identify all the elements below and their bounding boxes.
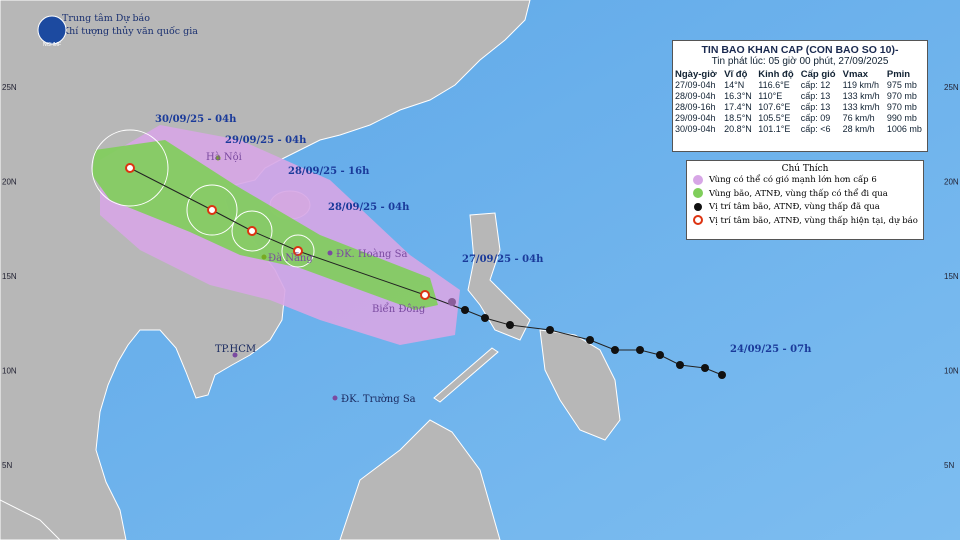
table-cell: cấp: 12: [800, 80, 831, 90]
lat-label: 15N: [944, 272, 959, 281]
table-cell: 105.5°E: [758, 113, 791, 123]
table-row: 29/09-04h 18.5°N 105.5°E cấp: 09 76 km/h 990 …: [673, 113, 927, 124]
table-cell: 76 km/h: [842, 113, 875, 123]
place-dots: [215, 155, 338, 401]
table-row: 28/09-16h 17.4°N 107.6°E cấp: 13 133 km/h 970…: [673, 102, 927, 113]
legend-item: Vùng có thể có gió mạnh lớn hơn cấp 6: [709, 175, 877, 185]
table-cell: 133 km/h: [842, 102, 880, 112]
table-cell: 101.1°E: [758, 124, 791, 134]
table-cell: 133 km/h: [842, 91, 880, 101]
legend-icon: [694, 203, 702, 211]
legend-item: Vị trí tâm bão, ATNĐ, vùng thấp đã qua: [709, 202, 880, 212]
lat-label: 15N: [2, 272, 17, 281]
legend-item: Vùng bão, ATNĐ, vùng thấp có thể đi qua: [709, 188, 888, 199]
lat-label: 20N: [2, 178, 17, 187]
place-label: Đà Nẵng: [268, 252, 313, 264]
table-cell: 975 mb: [886, 80, 917, 90]
legend-title: Chú Thích: [781, 164, 829, 174]
time-label: 24/09/25 - 07h: [730, 344, 812, 355]
table-cell: 107.6°E: [758, 102, 791, 112]
legend-icon: [693, 215, 703, 225]
lat-label: 10N: [2, 367, 17, 376]
table-cell: 30/09-04h: [675, 124, 716, 134]
place-label: ĐK. Hoàng Sa: [336, 249, 407, 260]
lat-label: 25N: [944, 83, 959, 92]
time-label: 28/09/25 - 16h: [288, 166, 370, 177]
info-issued: Tin phát lúc: 05 giờ 00 phút, 27/09/2025: [711, 56, 889, 67]
time-label: 28/09/25 - 04h: [328, 202, 410, 213]
place-label: Hà Nội: [206, 152, 242, 163]
table-cell: 27/09-04h: [675, 80, 716, 90]
table-cell: cấp: 09: [800, 113, 831, 123]
place-label: TP.HCM: [215, 344, 256, 355]
table-cell: 119 km/h: [842, 80, 879, 90]
lat-label: 20N: [944, 178, 959, 187]
table-cell: cấp: 13: [800, 102, 831, 112]
header: Trung tâm Dự báo Khí tượng thủy văn quốc…: [62, 12, 198, 38]
time-label: 30/09/25 - 04h: [155, 114, 237, 125]
time-label: 27/09/25 - 04h: [462, 254, 544, 265]
table-cell: cấp: 13: [800, 91, 831, 101]
table-cell: 970 mb: [886, 102, 917, 112]
column-header: Pmin: [886, 69, 911, 80]
cone: [92, 140, 438, 310]
track: [129, 167, 723, 376]
table-cell: 29/09-04h: [675, 113, 716, 123]
table-row: 27/09-04h 14°N 116.6°E cấp: 12 119 km/h 975 m…: [673, 80, 927, 91]
column-header: Kinh độ: [758, 69, 794, 80]
lat-label: 5N: [944, 461, 954, 470]
column-header: Ngày-giờ: [675, 69, 717, 80]
table-cell: 970 mb: [886, 91, 917, 101]
forecast-positions: [125, 163, 430, 300]
legend-icon: [693, 175, 703, 185]
table-cell: 16.3°N: [724, 91, 752, 101]
table-cell: 17.4°N: [724, 102, 752, 112]
column-header: Vĩ độ: [724, 69, 748, 80]
place-label: Biển Đông: [372, 303, 426, 315]
table-cell: 18.5°N: [724, 113, 752, 123]
lat-label: 10N: [944, 367, 959, 376]
legend-item: Vị trí tâm bão, ATNĐ, vùng thấp hiện tại…: [709, 215, 918, 226]
column-header: Vmax: [842, 69, 868, 80]
legend: Chú Thích Vùng có thể có gió mạnh lớn hơ…: [686, 160, 924, 240]
table-cell: 1006 mb: [886, 124, 922, 134]
past-positions: [448, 298, 726, 379]
legend-icon: [693, 188, 703, 198]
table-row: 30/09-04h 20.8°N 101.1°E cấp: <6 28 km/h 1006…: [673, 124, 927, 135]
column-header: Cấp gió: [800, 69, 836, 80]
uncertainty-circles: [91, 129, 315, 268]
header-line: Khí tượng thủy văn quốc gia: [62, 26, 198, 37]
info-box: TIN BAO KHAN CAP (CON BAO SO 10)- Tin ph…: [672, 40, 928, 152]
table-cell: cấp: <6: [800, 124, 831, 134]
info-title: TIN BAO KHAN CAP (CON BAO SO 10)-: [701, 44, 899, 56]
table-cell: 116.6°E: [758, 80, 790, 90]
header-line: Trung tâm Dự báo: [62, 13, 150, 24]
table-cell: 28/09-16h: [675, 102, 716, 112]
table-cell: 28/09-04h: [675, 91, 716, 101]
time-label: 29/09/25 - 04h: [225, 135, 307, 146]
table-cell: 990 mb: [886, 113, 917, 123]
table-cell: 110°E: [758, 91, 783, 101]
lat-label: 25N: [2, 83, 17, 92]
lat-label: 5N: [2, 461, 12, 470]
place-label: ĐK. Trường Sa: [341, 394, 416, 405]
info-table: Ngày-giờ Vĩ độ Kinh độ Cấp gió Vmax Pmin 27/09…: [673, 69, 927, 135]
table-cell: 14°N: [724, 80, 745, 90]
table-cell: 28 km/h: [842, 124, 875, 134]
table-cell: 20.8°N: [724, 124, 752, 134]
table-row: 28/09-04h 16.3°N 110°E cấp: 13 133 km/h 970 m…: [673, 91, 927, 102]
legend-icons: [693, 175, 703, 225]
